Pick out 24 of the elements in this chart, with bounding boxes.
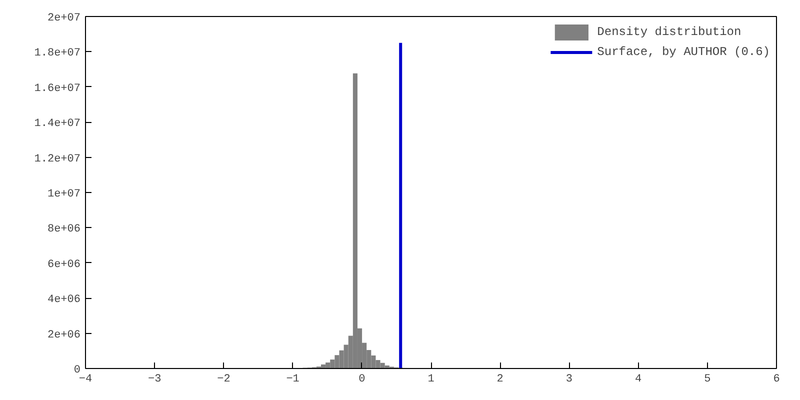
- y-tick-label: 2e+07: [47, 12, 81, 24]
- x-tick-label: 2: [496, 374, 504, 386]
- x-tick-label: 6: [773, 374, 780, 386]
- x-tick-label: −4: [78, 374, 92, 386]
- x-tick-label: 0: [358, 374, 366, 386]
- x-tick-label: −1: [286, 374, 300, 386]
- y-tick-label: 2e+06: [47, 329, 81, 342]
- y-tick-label: 1.8e+07: [34, 48, 81, 60]
- x-tick-label: −2: [217, 374, 230, 386]
- x-tick-label: 5: [704, 374, 711, 386]
- y-tick-label: 6e+06: [47, 258, 81, 271]
- y-tick-label: 1.2e+07: [34, 153, 81, 166]
- y-tick-label: 8e+06: [47, 224, 81, 236]
- y-tick-label: 1.4e+07: [34, 118, 81, 130]
- y-tick-label: 4e+06: [47, 294, 81, 306]
- y-tick-label: 1e+07: [47, 188, 81, 200]
- y-tick-label: 1.6e+07: [34, 82, 81, 95]
- y-tick-label: 0: [74, 364, 81, 376]
- x-tick-label: 4: [635, 374, 642, 386]
- legend-label: Surface, by AUTHOR (0.6): [597, 45, 770, 59]
- x-tick-label: −3: [148, 374, 162, 386]
- x-tick-label: 1: [428, 374, 435, 386]
- x-tick-label: 3: [566, 374, 573, 386]
- legend-label: Density distribution: [597, 25, 742, 39]
